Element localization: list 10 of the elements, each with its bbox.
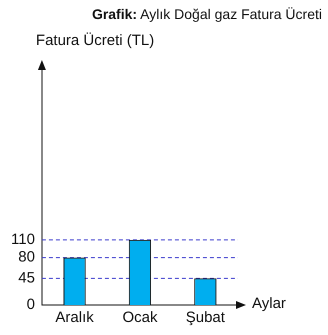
y-tick-label: 0	[26, 296, 35, 314]
y-tick-label: 110	[10, 230, 35, 248]
x-tick-label: Ocak	[122, 309, 158, 326]
y-axis-title: Fatura Ücreti (TL)	[36, 32, 154, 49]
y-tick-label: 80	[18, 248, 35, 266]
y-tick-label: 45	[18, 269, 35, 286]
chart-title: Grafik: Aylık Doğal gaz Fatura Ücreti	[92, 6, 322, 22]
x-axis-title: Aylar	[252, 295, 286, 312]
x-tick-label: Şubat	[186, 309, 226, 326]
x-tick-label: Aralık	[55, 309, 94, 326]
